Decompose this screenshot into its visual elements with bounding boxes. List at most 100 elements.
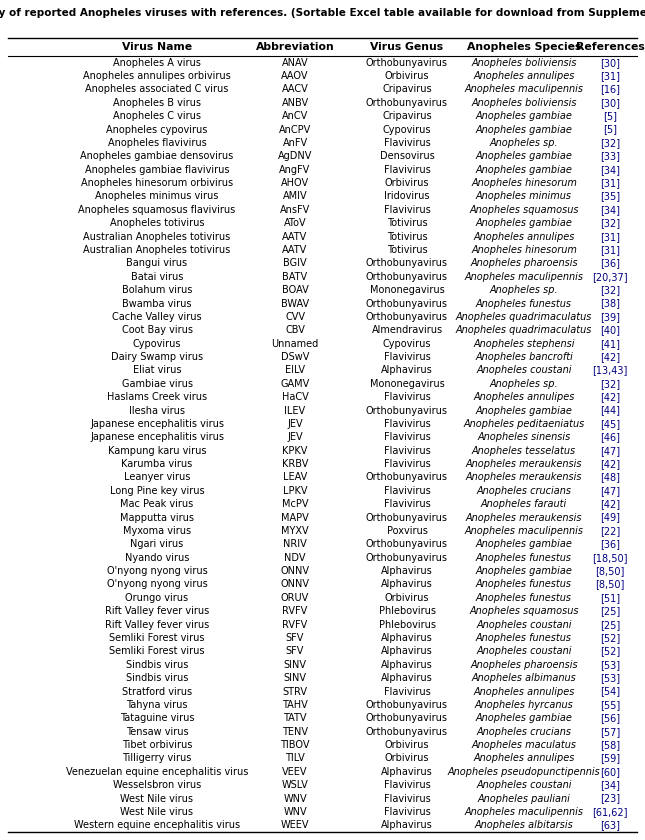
Text: BGIV: BGIV (283, 259, 307, 268)
Text: Anopheles associated C virus: Anopheles associated C virus (85, 85, 229, 94)
Text: Australian Anopheles totivirus: Australian Anopheles totivirus (83, 232, 231, 242)
Text: MYXV: MYXV (281, 526, 309, 536)
Text: AACV: AACV (282, 85, 308, 94)
Text: Iridovirus: Iridovirus (384, 192, 430, 202)
Text: Alphavirus: Alphavirus (381, 566, 433, 576)
Text: Anopheles pharoensis: Anopheles pharoensis (470, 259, 578, 268)
Text: [47]: [47] (600, 446, 620, 455)
Text: CBV: CBV (285, 325, 305, 335)
Text: Anopheles annulipes: Anopheles annulipes (473, 686, 575, 696)
Text: [49]: [49] (600, 512, 620, 522)
Text: WEEV: WEEV (281, 821, 309, 830)
Text: [8,50]: [8,50] (595, 566, 625, 576)
Text: [51]: [51] (600, 593, 620, 603)
Text: Orthobunyavirus: Orthobunyavirus (366, 312, 448, 322)
Text: Flavivirus: Flavivirus (384, 419, 430, 429)
Text: AnCV: AnCV (282, 111, 308, 121)
Text: AToV: AToV (284, 218, 306, 228)
Text: Batai virus: Batai virus (131, 272, 183, 281)
Text: VEEV: VEEV (283, 767, 308, 777)
Text: Anopheles annulipes: Anopheles annulipes (473, 232, 575, 242)
Text: AMIV: AMIV (283, 192, 307, 202)
Text: Anopheles hinesorum: Anopheles hinesorum (471, 178, 577, 188)
Text: Flavivirus: Flavivirus (384, 780, 430, 790)
Text: Kampung karu virus: Kampung karu virus (108, 446, 206, 455)
Text: [34]: [34] (600, 205, 620, 215)
Text: CVV: CVV (285, 312, 305, 322)
Text: SINV: SINV (284, 673, 306, 683)
Text: SFV: SFV (286, 633, 304, 643)
Text: Anopheles sp.: Anopheles sp. (490, 285, 559, 295)
Text: Tibet orbivirus: Tibet orbivirus (122, 740, 192, 750)
Text: [31]: [31] (600, 232, 620, 242)
Text: [25]: [25] (600, 606, 620, 617)
Text: JEV: JEV (287, 433, 303, 443)
Text: Leanyer virus: Leanyer virus (124, 472, 190, 482)
Text: Orthobunyavirus: Orthobunyavirus (366, 272, 448, 281)
Text: Table 1. Summary of reported Anopheles viruses with references. (Sortable Excel : Table 1. Summary of reported Anopheles v… (0, 8, 645, 18)
Text: SINV: SINV (284, 659, 306, 669)
Text: Mac Peak virus: Mac Peak virus (121, 499, 194, 509)
Text: Alphavirus: Alphavirus (381, 659, 433, 669)
Text: Anopheles quadrimaculatus: Anopheles quadrimaculatus (456, 325, 592, 335)
Text: Nyando virus: Nyando virus (125, 553, 189, 563)
Text: Australian Anopheles totivirus: Australian Anopheles totivirus (83, 245, 231, 255)
Text: Anopheles gambiae: Anopheles gambiae (475, 539, 573, 549)
Text: Abbreviation: Abbreviation (255, 42, 334, 52)
Text: References: References (575, 42, 644, 52)
Text: Ilesha virus: Ilesha virus (129, 406, 185, 416)
Text: [60]: [60] (600, 767, 620, 777)
Text: AnCPV: AnCPV (279, 124, 311, 134)
Text: [53]: [53] (600, 659, 620, 669)
Text: AATV: AATV (283, 232, 308, 242)
Text: Anopheles coustani: Anopheles coustani (476, 780, 571, 790)
Text: [13,43]: [13,43] (592, 365, 628, 375)
Text: Anopheles squamosus: Anopheles squamosus (470, 205, 579, 215)
Text: Anopheles B virus: Anopheles B virus (113, 97, 201, 108)
Text: Anopheles totivirus: Anopheles totivirus (110, 218, 204, 228)
Text: BATV: BATV (283, 272, 308, 281)
Text: Totivirus: Totivirus (387, 232, 427, 242)
Text: Anopheles annulipes: Anopheles annulipes (473, 71, 575, 81)
Text: Tensaw virus: Tensaw virus (126, 727, 188, 737)
Text: Anopheles hyrcanus: Anopheles hyrcanus (475, 700, 573, 710)
Text: Orbivirus: Orbivirus (385, 593, 430, 603)
Text: Anopheles gambiae: Anopheles gambiae (475, 566, 573, 576)
Text: Anopheles gambiae: Anopheles gambiae (475, 406, 573, 416)
Text: TILV: TILV (285, 753, 305, 764)
Text: [52]: [52] (600, 633, 620, 643)
Text: ONNV: ONNV (281, 580, 310, 590)
Text: Tilligerry virus: Tilligerry virus (123, 753, 192, 764)
Text: [5]: [5] (603, 111, 617, 121)
Text: Cripavirus: Cripavirus (382, 111, 432, 121)
Text: Orthobunyavirus: Orthobunyavirus (366, 58, 448, 68)
Text: Orthobunyavirus: Orthobunyavirus (366, 713, 448, 723)
Text: Anopheles annulipes: Anopheles annulipes (473, 753, 575, 764)
Text: GAMV: GAMV (281, 379, 310, 389)
Text: [32]: [32] (600, 285, 620, 295)
Text: BOAV: BOAV (282, 285, 308, 295)
Text: DSwV: DSwV (281, 352, 309, 362)
Text: Mononegavirus: Mononegavirus (370, 379, 444, 389)
Text: [33]: [33] (600, 151, 620, 161)
Text: Flavivirus: Flavivirus (384, 392, 430, 402)
Text: JEV: JEV (287, 419, 303, 429)
Text: Anopheles gambiae: Anopheles gambiae (475, 124, 573, 134)
Text: HaCV: HaCV (282, 392, 308, 402)
Text: Orthobunyavirus: Orthobunyavirus (366, 259, 448, 268)
Text: Alphavirus: Alphavirus (381, 673, 433, 683)
Text: AAOV: AAOV (281, 71, 309, 81)
Text: [32]: [32] (600, 138, 620, 148)
Text: Semliki Forest virus: Semliki Forest virus (109, 633, 204, 643)
Text: [30]: [30] (600, 58, 620, 68)
Text: Anopheles tesselatus: Anopheles tesselatus (472, 446, 576, 455)
Text: Alphavirus: Alphavirus (381, 365, 433, 375)
Text: Flavivirus: Flavivirus (384, 205, 430, 215)
Text: Anopheles gambiae densovirus: Anopheles gambiae densovirus (81, 151, 233, 161)
Text: Totivirus: Totivirus (387, 218, 427, 228)
Text: Long Pine key virus: Long Pine key virus (110, 486, 204, 496)
Text: AngFV: AngFV (279, 165, 311, 175)
Text: Alphavirus: Alphavirus (381, 821, 433, 830)
Text: [57]: [57] (600, 727, 620, 737)
Text: Anopheles gambiae: Anopheles gambiae (475, 713, 573, 723)
